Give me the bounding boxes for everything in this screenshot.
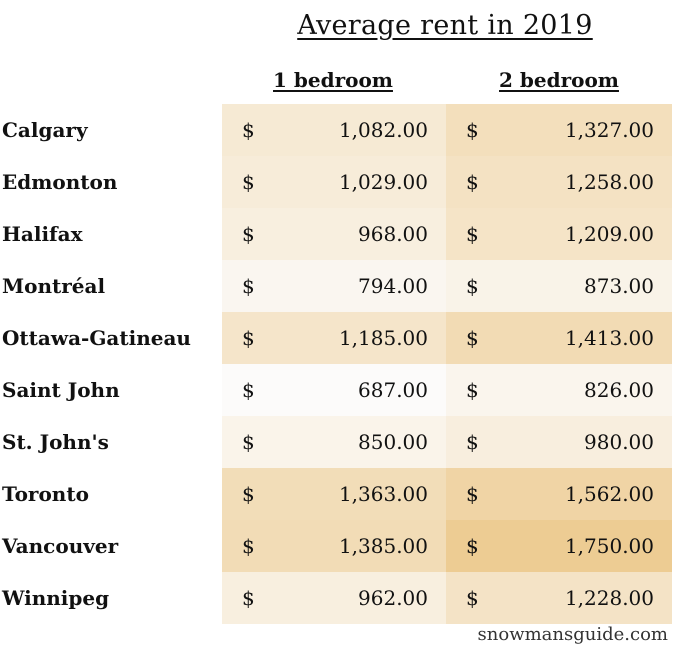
city-label: Edmonton [2, 170, 118, 194]
table-row: Vancouver $1,385.00 $1,750.00 [0, 520, 682, 572]
rent-cell-1-bedroom: $1,082.00 [222, 104, 446, 156]
rent-value: 687.00 [358, 378, 428, 402]
table-row: Montréal $794.00 $873.00 [0, 260, 682, 312]
rent-cell-1-bedroom: $794.00 [222, 260, 446, 312]
rent-cell-2-bedroom: $1,562.00 [446, 468, 672, 520]
currency-symbol: $ [242, 170, 255, 194]
currency-symbol: $ [242, 118, 255, 142]
column-header-2-bedroom: 2 bedroom [499, 68, 619, 92]
source-credit: snowmansguide.com [477, 624, 668, 645]
rent-value: 1,258.00 [564, 170, 654, 194]
currency-symbol: $ [466, 430, 479, 454]
table-row: Edmonton $1,029.00 $1,258.00 [0, 156, 682, 208]
rent-cell-2-bedroom: $1,228.00 [446, 572, 672, 624]
rent-value: 1,082.00 [338, 118, 428, 142]
rent-value: 794.00 [358, 274, 428, 298]
table-row: Winnipeg $962.00 $1,228.00 [0, 572, 682, 624]
table-row: Ottawa-Gatineau $1,185.00 $1,413.00 [0, 312, 682, 364]
currency-symbol: $ [466, 118, 479, 142]
table-row: St. John's $850.00 $980.00 [0, 416, 682, 468]
city-label: Saint John [2, 378, 120, 402]
currency-symbol: $ [242, 534, 255, 558]
city-label: Winnipeg [2, 586, 110, 610]
currency-symbol: $ [466, 170, 479, 194]
rent-cell-1-bedroom: $850.00 [222, 416, 446, 468]
rent-cell-1-bedroom: $1,029.00 [222, 156, 446, 208]
currency-symbol: $ [466, 378, 479, 402]
city-label: Vancouver [2, 534, 119, 558]
currency-symbol: $ [466, 482, 479, 506]
rent-cell-2-bedroom: $1,209.00 [446, 208, 672, 260]
rent-value: 1,562.00 [564, 482, 654, 506]
currency-symbol: $ [466, 534, 479, 558]
rent-value: 1,750.00 [564, 534, 654, 558]
rent-cell-2-bedroom: $980.00 [446, 416, 672, 468]
city-label: Montréal [2, 274, 106, 298]
currency-symbol: $ [466, 222, 479, 246]
rent-cell-1-bedroom: $1,385.00 [222, 520, 446, 572]
rent-value: 980.00 [584, 430, 654, 454]
rent-value: 1,413.00 [564, 326, 654, 350]
rent-cell-2-bedroom: $826.00 [446, 364, 672, 416]
rent-cell-2-bedroom: $1,413.00 [446, 312, 672, 364]
currency-symbol: $ [242, 326, 255, 350]
currency-symbol: $ [242, 378, 255, 402]
city-label: St. John's [2, 430, 109, 454]
currency-symbol: $ [242, 586, 255, 610]
rent-cell-2-bedroom: $1,258.00 [446, 156, 672, 208]
rent-cell-2-bedroom: $1,750.00 [446, 520, 672, 572]
currency-symbol: $ [242, 430, 255, 454]
column-header-1-bedroom: 1 bedroom [273, 68, 393, 92]
rent-value: 1,363.00 [338, 482, 428, 506]
rent-value: 968.00 [358, 222, 428, 246]
rent-cell-1-bedroom: $968.00 [222, 208, 446, 260]
rent-cell-2-bedroom: $873.00 [446, 260, 672, 312]
currency-symbol: $ [242, 274, 255, 298]
table-row: Halifax $968.00 $1,209.00 [0, 208, 682, 260]
rent-value: 962.00 [358, 586, 428, 610]
rent-cell-1-bedroom: $1,185.00 [222, 312, 446, 364]
rent-value: 826.00 [584, 378, 654, 402]
city-label: Calgary [2, 118, 88, 142]
city-label: Ottawa-Gatineau [2, 326, 191, 350]
currency-symbol: $ [242, 222, 255, 246]
rent-value: 1,185.00 [338, 326, 428, 350]
rent-value: 873.00 [584, 274, 654, 298]
chart-title: Average rent in 2019 [297, 10, 593, 41]
currency-symbol: $ [466, 586, 479, 610]
city-label: Toronto [2, 482, 89, 506]
rent-value: 1,029.00 [338, 170, 428, 194]
rent-cell-2-bedroom: $1,327.00 [446, 104, 672, 156]
rent-cell-1-bedroom: $687.00 [222, 364, 446, 416]
table-row: Saint John $687.00 $826.00 [0, 364, 682, 416]
rent-value: 1,209.00 [564, 222, 654, 246]
currency-symbol: $ [466, 326, 479, 350]
rent-value: 850.00 [358, 430, 428, 454]
rent-cell-1-bedroom: $962.00 [222, 572, 446, 624]
rent-value: 1,327.00 [564, 118, 654, 142]
currency-symbol: $ [242, 482, 255, 506]
rent-cell-1-bedroom: $1,363.00 [222, 468, 446, 520]
currency-symbol: $ [466, 274, 479, 298]
table-row: Toronto $1,363.00 $1,562.00 [0, 468, 682, 520]
rent-value: 1,385.00 [338, 534, 428, 558]
table-row: Calgary $1,082.00 $1,327.00 [0, 104, 682, 156]
city-label: Halifax [2, 222, 83, 246]
rent-value: 1,228.00 [564, 586, 654, 610]
